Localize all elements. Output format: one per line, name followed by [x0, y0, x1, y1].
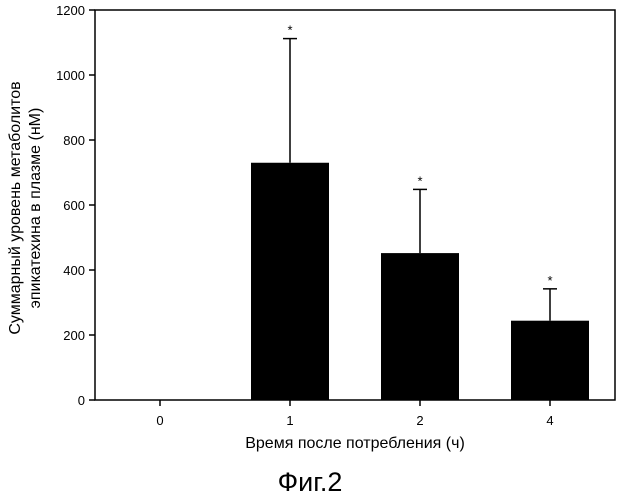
- bar: [511, 321, 589, 400]
- x-tick-label: 2: [416, 413, 423, 428]
- bar: [251, 163, 329, 400]
- y-tick-label: 0: [78, 393, 85, 408]
- y-tick-label: 600: [63, 198, 85, 213]
- significance-star: *: [287, 23, 292, 38]
- y-axis-label-line-1: Суммарный уровень метаболитов: [7, 81, 24, 334]
- x-axis-label: Время после потребления (ч): [245, 435, 465, 452]
- y-tick-label: 200: [63, 328, 85, 343]
- y-tick-label: 1200: [56, 3, 85, 18]
- y-axis: 0 200 400 600 800 1000 1200: [56, 3, 95, 408]
- bar: [381, 253, 459, 400]
- significance-star: *: [417, 173, 422, 188]
- x-tick-label: 0: [156, 413, 163, 428]
- x-tick-label: 1: [286, 413, 293, 428]
- y-tick-label: 800: [63, 133, 85, 148]
- y-axis-label-line-2: эпикатехина в плазме (нМ): [27, 108, 44, 309]
- x-axis: 0 1 2 4: [156, 400, 553, 428]
- plot-area: * * *: [95, 10, 615, 400]
- x-tick-label: 4: [546, 413, 553, 428]
- y-tick-label: 1000: [56, 68, 85, 83]
- figure-caption: Фиг.2: [278, 467, 343, 497]
- significance-star: *: [547, 273, 552, 288]
- y-tick-label: 400: [63, 263, 85, 278]
